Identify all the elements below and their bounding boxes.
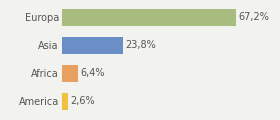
Text: 6,4%: 6,4% bbox=[80, 68, 105, 78]
Bar bbox=[62, 93, 68, 110]
Bar bbox=[62, 65, 78, 82]
Text: 67,2%: 67,2% bbox=[238, 12, 269, 22]
Text: 2,6%: 2,6% bbox=[71, 96, 95, 106]
Bar bbox=[62, 37, 123, 54]
Bar bbox=[62, 9, 236, 26]
Text: 23,8%: 23,8% bbox=[125, 40, 156, 50]
